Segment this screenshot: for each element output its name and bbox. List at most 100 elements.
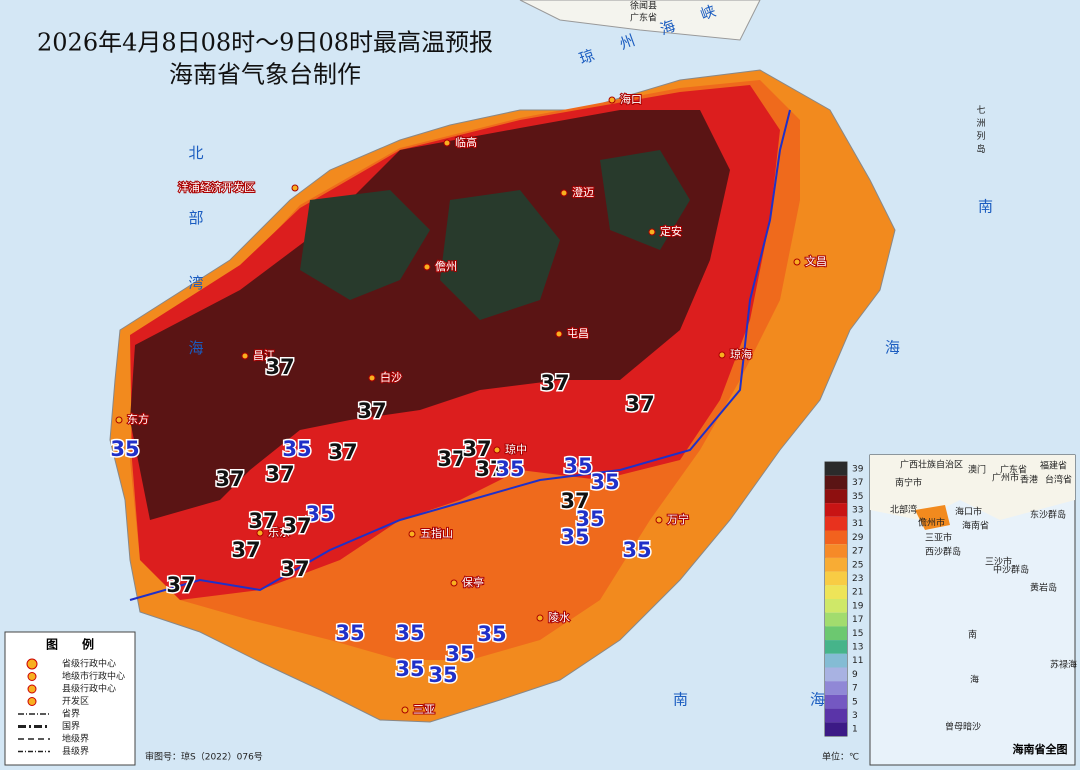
isotherm-label: 37 [265, 462, 294, 486]
colorbar-band [825, 585, 847, 599]
legend-item: 省级行政中心 [62, 658, 116, 670]
colorbar-tick: 39 [852, 464, 864, 474]
place-label: 临高 [455, 135, 477, 149]
colorbar-band [825, 694, 847, 709]
legend-item: 地级市行政中心 [62, 670, 125, 682]
isotherm-label: 35 [110, 437, 139, 461]
inset-label: 东沙群岛 [1030, 509, 1066, 521]
colorbar-band [825, 653, 847, 668]
inset-label: 苏禄海 [1050, 659, 1077, 671]
inset-label: 澳门 [968, 464, 986, 476]
colorbar-band [825, 489, 847, 504]
inset-label: 三亚市 [925, 532, 952, 544]
inset-label: 儋州市 [918, 517, 945, 529]
isotherm-label: 35 [495, 457, 524, 481]
legend-item: 县级行政中心 [62, 683, 116, 695]
isotherm-label: 37 [560, 489, 589, 513]
isotherm-label: 37 [265, 355, 294, 379]
colorbar-tick: 7 [852, 684, 858, 694]
colorbar-unit: 单位：℃ [822, 751, 859, 763]
isotherm-label: 35 [563, 454, 592, 478]
inset-label: 海口市 [955, 506, 982, 518]
inset-land [870, 455, 1075, 520]
colorbar-tick: 17 [852, 615, 863, 625]
colorbar-band [825, 530, 847, 545]
place-marker [401, 706, 409, 714]
colorbar-tick: 11 [852, 656, 863, 666]
colorbar-band [825, 503, 847, 517]
subtitle: 海南省气象台制作 [169, 61, 361, 89]
place-marker [608, 96, 616, 104]
place-marker [493, 446, 501, 454]
isotherm-label: 35 [335, 621, 364, 645]
place-marker [793, 258, 801, 266]
sea-label: 北部湾海 [187, 145, 205, 405]
legend-title: 图 例 [46, 637, 94, 652]
isotherm-label: 35 [395, 621, 424, 645]
legend-item: 国界 [62, 721, 80, 732]
place-marker [241, 352, 249, 360]
sea-label: 南 [978, 198, 993, 216]
colorbar-band [825, 626, 847, 641]
inset-label: 广西壮族自治区 [900, 459, 963, 471]
place-label: 海口 [620, 92, 642, 106]
place-label: 文昌 [805, 254, 827, 268]
colorbar-band [825, 640, 847, 654]
top-label: 广东省 [630, 12, 657, 24]
legend-symbol [27, 684, 37, 694]
colorbar-tick: 1 [852, 725, 858, 735]
colorbar-tick: 5 [852, 697, 858, 707]
place-label: 白沙 [380, 370, 402, 384]
colorbar-band [825, 571, 847, 586]
place-label: 万宁 [667, 512, 689, 526]
inset-label: 北部湾 [890, 504, 917, 516]
inset-label: 南宁市 [895, 477, 922, 489]
place-marker [536, 614, 544, 622]
colorbar-tick: 9 [852, 670, 858, 680]
inset-label: 黄岩岛 [1030, 582, 1057, 594]
inset-label: 三沙市 [985, 556, 1012, 568]
inset-label: 广东省 [1000, 464, 1027, 476]
place-marker [450, 579, 458, 587]
place-label: 乐东 [268, 526, 290, 539]
place-label: 琼中 [505, 442, 527, 456]
place-label: 五指山 [420, 526, 453, 540]
place-label: 屯昌 [567, 327, 589, 340]
place-marker [291, 184, 299, 192]
isotherm-label: 35 [428, 663, 457, 687]
inset-label: 福建省 [1040, 460, 1067, 472]
place-label: 澄迈 [572, 185, 594, 199]
isotherm-label: 37 [540, 371, 569, 395]
place-marker [443, 139, 451, 147]
isotherm-label: 35 [590, 470, 619, 494]
colorbar-tick: 23 [852, 574, 863, 584]
colorbar-band [825, 708, 847, 723]
place-label: 琼海 [730, 347, 752, 361]
mainland [519, 0, 761, 41]
place-label: 东方 [127, 412, 149, 426]
place-label: 洋浦经济开发区 [178, 180, 255, 194]
isotherm-label: 35 [622, 538, 651, 562]
colorbar-tick: 37 [852, 478, 863, 488]
colorbar-tick: 25 [852, 560, 863, 570]
island [109, 69, 896, 723]
place-marker [256, 529, 264, 537]
inset-label: 香港 [1020, 474, 1038, 486]
place-marker [555, 330, 563, 338]
place-marker [648, 228, 656, 236]
colorbar-tick: 29 [852, 533, 864, 543]
place-marker [718, 351, 726, 359]
top-label: 徐闻县 [630, 0, 657, 12]
sea-label: 南 [673, 691, 688, 709]
legend-symbol [27, 672, 37, 681]
isotherm-label: 37 [280, 557, 309, 581]
isotherm-label: 35 [395, 657, 424, 681]
inset-hainan [915, 505, 950, 530]
legend-item: 开发区 [62, 695, 89, 707]
colorbar-tick: 27 [852, 547, 863, 557]
place-label: 儋州 [435, 260, 457, 273]
colorbar-tick: 31 [852, 519, 863, 529]
isotherm-label: 37 [282, 514, 311, 538]
sea-label: 海 [885, 339, 900, 357]
colorbar-tick: 3 [852, 711, 858, 721]
